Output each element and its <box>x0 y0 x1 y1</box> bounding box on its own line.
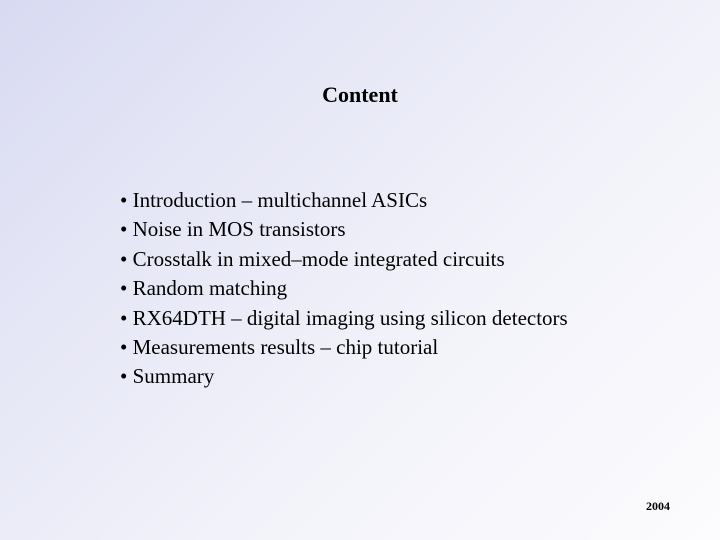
slide-title: Content <box>0 82 720 108</box>
footer-year: 2004 <box>646 499 670 514</box>
list-item: • Introduction – multichannel ASICs <box>120 186 568 215</box>
list-item: • Crosstalk in mixed–mode integrated cir… <box>120 245 568 274</box>
bullet-list: • Introduction – multichannel ASICs • No… <box>120 186 568 392</box>
list-item: • Random matching <box>120 274 568 303</box>
list-item: • Measurements results – chip tutorial <box>120 333 568 362</box>
list-item: • Noise in MOS transistors <box>120 215 568 244</box>
list-item: • RX64DTH – digital imaging using silico… <box>120 304 568 333</box>
list-item: • Summary <box>120 362 568 391</box>
slide: Content • Introduction – multichannel AS… <box>0 0 720 540</box>
